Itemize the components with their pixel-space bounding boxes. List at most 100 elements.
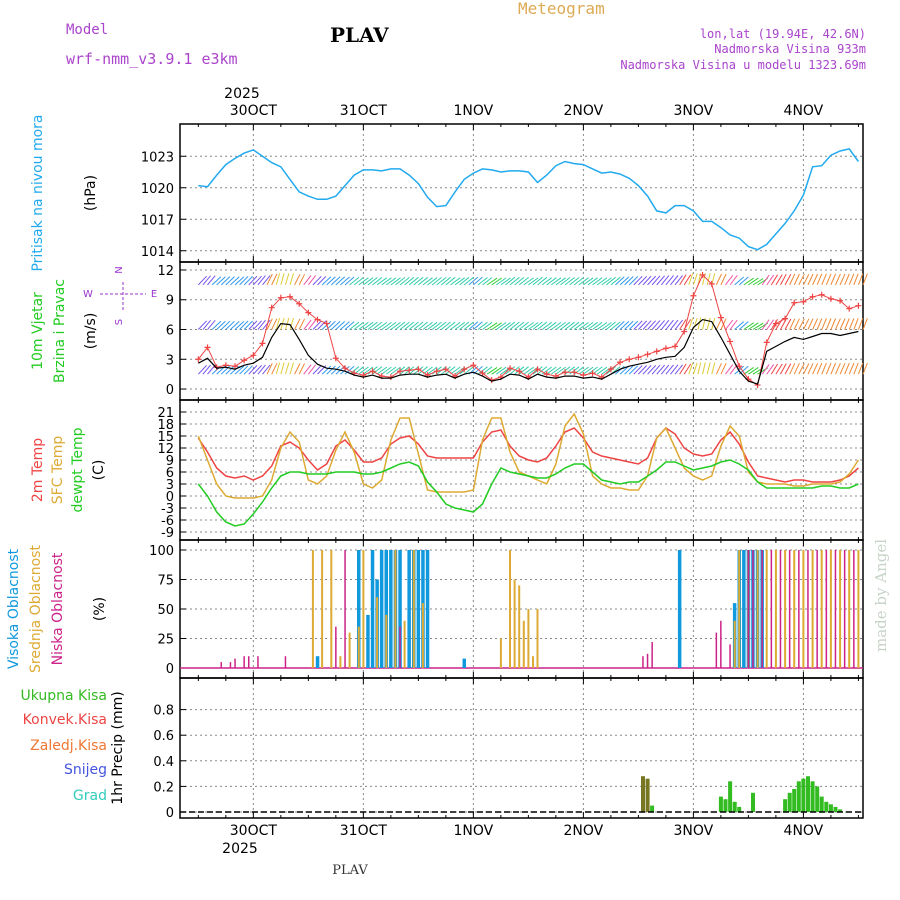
wind-barb (816, 273, 823, 286)
wind-barb (729, 274, 738, 286)
cloud-ytick-label: 100 (149, 544, 174, 559)
footer-station: PLAV (332, 863, 368, 878)
wind-barb (385, 321, 397, 330)
wind-barb (537, 276, 548, 286)
wind-barb (404, 276, 415, 286)
wind-barb (518, 321, 529, 330)
wind-barb (560, 321, 571, 330)
day-label-top: 1NOV (454, 103, 494, 119)
temperature-ytick-label: 18 (157, 418, 174, 433)
cloud-bar (384, 550, 388, 668)
wind-barb (307, 275, 317, 286)
wind-barb (793, 318, 800, 330)
pressure-ytick-label: 1017 (141, 213, 174, 228)
wind-barb (427, 366, 438, 375)
wind-barb (551, 277, 562, 286)
wind-barb (280, 362, 285, 375)
wind-barb (555, 366, 566, 375)
temperature-ytick-label: -3 (161, 502, 174, 517)
compass-n: N (114, 266, 125, 273)
precip-ytick-label: 0.4 (153, 755, 174, 770)
wind-barb (363, 366, 374, 375)
wind-barb (248, 365, 258, 375)
wind-barb (514, 321, 525, 330)
cloud-bar (412, 550, 415, 668)
wind-barb (372, 277, 383, 286)
wind-barb (518, 366, 529, 375)
wind-barb (505, 321, 516, 330)
day-label-bottom: 4NOV (784, 823, 824, 839)
wind-barb (207, 319, 216, 330)
cloud-bar (385, 614, 388, 668)
wind-barb (578, 277, 589, 286)
cloud-label-mid: Srednja Oblacnost (28, 545, 44, 673)
wind-barb (848, 273, 855, 286)
wind-barb (555, 321, 566, 330)
wind-barb (821, 318, 827, 330)
cloud-ytick-label: 75 (157, 574, 174, 589)
wind-barb (812, 273, 819, 286)
wind-barb (798, 363, 805, 375)
wind-barb (303, 319, 312, 330)
cloud-bar (362, 550, 365, 668)
wind-barb (495, 277, 507, 286)
cloud-bar (536, 609, 539, 668)
wind-barb (853, 318, 859, 330)
wind-barb (601, 366, 612, 375)
cloud-bar (843, 550, 846, 668)
wind-barb (495, 322, 507, 330)
wind-barb (468, 276, 479, 286)
wind-barb (775, 274, 783, 286)
wind-barb (605, 276, 616, 286)
wind-barb (564, 366, 575, 375)
wind-barb (688, 317, 694, 330)
wind-barb (528, 322, 539, 330)
wind-barb (477, 277, 488, 286)
wind-barb (418, 366, 429, 375)
cloud-bar (677, 550, 682, 668)
wind-title-line1: 10m Vjetar (30, 292, 46, 370)
precip-ytick-label: 0.6 (153, 729, 174, 744)
wind-barb (725, 274, 734, 286)
wind-barb (202, 364, 211, 375)
wind-barb (528, 366, 539, 375)
day-label-bottom: 1NOV (454, 823, 494, 839)
year-bottom: 2025 (222, 841, 258, 857)
wind-barb (564, 321, 575, 330)
wind-barb (706, 317, 711, 330)
cloud-bar (642, 656, 644, 668)
wind-barb (330, 276, 341, 286)
plot-layer: 1014101710201023036912-9-6-3036912151821… (6, 103, 868, 839)
wind-barb (642, 275, 652, 286)
temperature-ytick-label: 6 (166, 466, 174, 481)
wind-barb (546, 277, 557, 286)
wind-barb (720, 273, 727, 286)
wind-barb (596, 277, 608, 286)
wind-mean-line (198, 318, 859, 385)
wind-barb (660, 319, 670, 330)
wind-barb (445, 321, 456, 330)
wind-barb (688, 362, 694, 375)
cloud-bar (248, 656, 250, 668)
wind-barb (573, 277, 585, 286)
cloud-bar (784, 550, 787, 668)
cloud-bar (770, 550, 773, 668)
temp-label-2m: 2m Temp (30, 438, 46, 502)
wind-barb (436, 321, 447, 330)
day-label-top: 30OCT (230, 103, 278, 119)
cloud-bar (527, 609, 530, 668)
compass-cross (100, 282, 146, 312)
wind-barb (248, 320, 258, 330)
wind-barb (807, 273, 814, 286)
wind-barb (835, 318, 841, 330)
wind-barb (257, 319, 266, 330)
wind-barb (541, 277, 552, 286)
wind-barb (601, 277, 612, 286)
wind-barb (408, 321, 419, 330)
precip-legend-item: Konvek.Kisa (23, 712, 107, 728)
wind-barb (523, 322, 534, 330)
cloud-bar (816, 550, 818, 668)
compass-e: E (151, 289, 157, 300)
wind-barb (619, 365, 630, 375)
